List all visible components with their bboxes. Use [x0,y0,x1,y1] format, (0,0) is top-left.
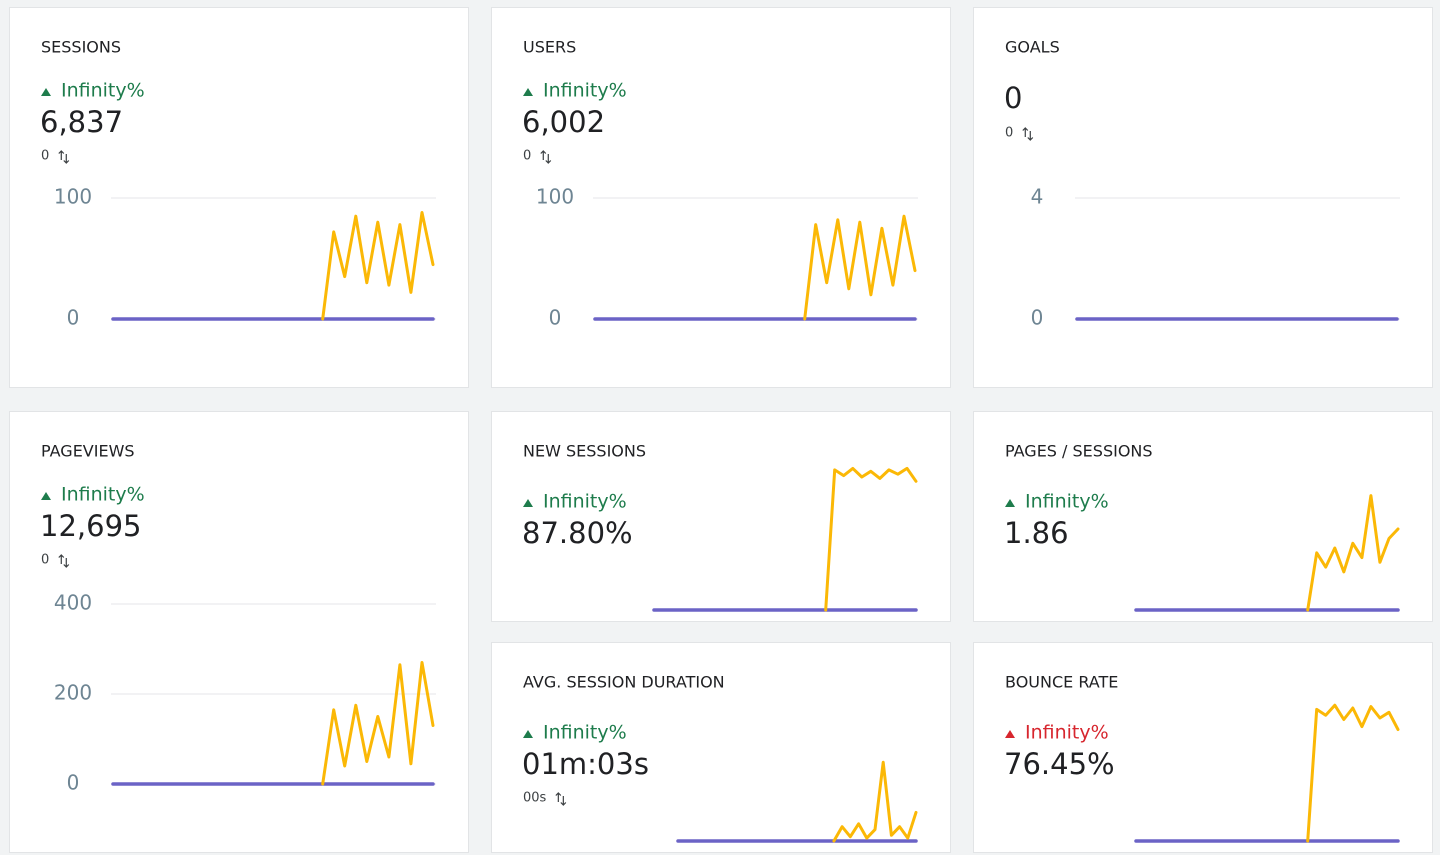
metric-card: USERS Infinity% 6,002 0 0 100 [491,7,951,388]
y-tick-label: 0 [549,306,562,330]
compare-value: 0 [1005,126,1013,141]
metric-card: GOALS 0 0 0 4 [973,7,1433,388]
card-title: GOALS [1005,38,1060,57]
change-label: Infinity% [1025,491,1109,513]
card-title: AVG. SESSION DURATION [523,673,725,692]
metric-card: AVG. SESSION DURATION Infinity% 01m:03s 00s [491,642,951,853]
card-title: SESSIONS [41,38,121,57]
metric-card: PAGES / SESSIONS Infinity% 1.86 [973,411,1433,622]
card-title: USERS [523,38,576,57]
series-line [1306,703,1400,843]
metric-value: 6,002 [522,105,605,139]
compare-value: 0 [523,149,531,164]
compare-icon [555,792,567,806]
card-svg: NEW SESSIONS Infinity% 87.80% [522,442,918,612]
y-tick-label: 100 [536,185,574,209]
card-svg: GOALS 0 0 0 4 [1004,38,1400,330]
y-tick-label: 4 [1031,185,1044,209]
series-line [824,466,918,612]
card-title: BOUNCE RATE [1005,673,1118,692]
change-label: Infinity% [61,484,145,506]
metric-value: 01m:03s [522,747,649,781]
metric-card: NEW SESSIONS Infinity% 87.80% [491,411,951,622]
series-line [321,661,435,786]
compare-icon [58,150,70,164]
y-tick-label: 400 [54,591,92,615]
card-svg: BOUNCE RATE Infinity% 76.45% [1004,673,1400,843]
change-arrow [41,88,51,96]
change-arrow [523,730,533,738]
card-svg: USERS Infinity% 6,002 0 0 100 [522,38,918,330]
metric-value: 76.45% [1004,747,1115,781]
metric-value: 12,695 [40,509,141,543]
y-tick-label: 0 [1031,306,1044,330]
series-line [803,214,917,321]
change-label: Infinity% [61,80,145,102]
metric-value: 0 [1004,81,1022,115]
metric-value: 87.80% [522,516,633,550]
y-tick-label: 0 [67,306,80,330]
y-tick-label: 200 [54,681,92,705]
y-tick-label: 0 [67,771,80,795]
y-tick-label: 100 [54,185,92,209]
metric-card: PAGEVIEWS Infinity% 12,695 0 0 200 400 [9,411,469,853]
compare-icon [540,150,552,164]
card-svg: PAGEVIEWS Infinity% 12,695 0 0 200 400 [40,442,436,795]
card-svg: PAGES / SESSIONS Infinity% 1.86 [1004,442,1400,612]
card-svg: AVG. SESSION DURATION Infinity% 01m:03s 00s [522,673,918,843]
series-line [321,211,435,321]
card-title: PAGES / SESSIONS [1005,442,1153,461]
change-arrow [1005,730,1015,738]
metric-card: BOUNCE RATE Infinity% 76.45% [973,642,1433,853]
compare-value: 00s [523,791,547,806]
change-label: Infinity% [543,80,627,102]
change-label: Infinity% [543,491,627,513]
change-arrow [523,88,533,96]
change-arrow [1005,499,1015,507]
card-title: NEW SESSIONS [523,442,646,461]
metric-value: 1.86 [1004,516,1069,550]
card-svg: SESSIONS Infinity% 6,837 0 0 100 [40,38,436,330]
card-title: PAGEVIEWS [41,442,135,461]
compare-value: 0 [41,553,49,568]
series-line [1306,494,1400,612]
change-arrow [523,499,533,507]
compare-icon [1022,127,1034,141]
series-line [832,760,918,843]
change-label: Infinity% [1025,722,1109,744]
compare-icon [58,554,70,568]
change-arrow [41,492,51,500]
compare-value: 0 [41,149,49,164]
change-label: Infinity% [543,722,627,744]
metric-card: SESSIONS Infinity% 6,837 0 0 100 [9,7,469,388]
metric-value: 6,837 [40,105,123,139]
